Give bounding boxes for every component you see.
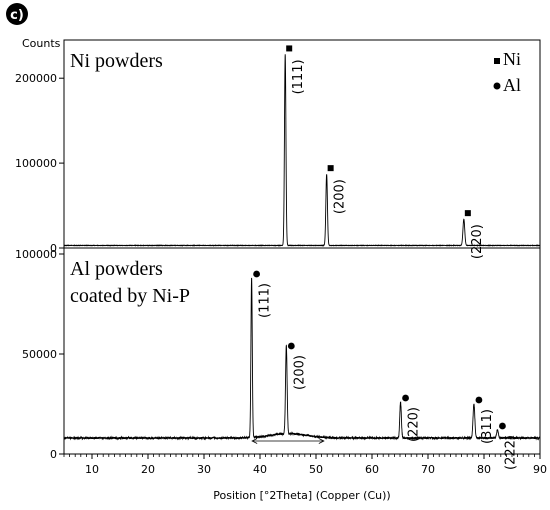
amorphous-hump-arrow [251,438,325,444]
panel-label-text: c) [10,8,24,23]
ni-peak-marker [327,165,334,172]
al-peak-marker [287,342,295,350]
ni-peak-marker [286,45,293,52]
y-tick-label: 0 [50,242,57,255]
panel-label: c) [6,3,28,25]
ni-powders-peak-annotations: (111) (200) (220) [286,45,485,259]
ni-powders-title: Ni powders [70,50,163,72]
x-tick-label: 80 [477,463,491,476]
x-tick-label: 50 [309,463,323,476]
al-peak-marker [475,396,483,404]
peak-hkl-label: (220) [407,407,422,442]
legend: Ni Al [493,49,521,95]
y-axis-title: Counts [22,37,61,50]
x-tick-label: 30 [197,463,211,476]
al-powders-title-line-1: Al powders [70,258,163,280]
y-tick-label: 0 [50,448,57,461]
peak-hkl-label: (111) [291,59,306,94]
al-powders-pattern-line [63,277,541,441]
x-tick-label: 90 [533,463,547,476]
y-tick-label: 100000 [15,157,57,170]
ni-powders-pattern-line [63,54,541,247]
x-axis-ticks: 10 20 30 40 50 60 70 80 90 [63,454,547,476]
peak-hkl-label: (200) [333,179,348,214]
peak-hkl-label: (200) [292,355,307,390]
x-tick-label: 70 [421,463,435,476]
legend-ni-label: Ni [503,49,521,69]
legend-al-label: Al [503,75,521,95]
al-powders-plot-frame [63,247,541,455]
al-powders-panel: 0 50000 100000 10 20 30 40 50 60 70 80 90 (111) (20… [15,247,547,476]
hump-arrow-right-head [318,438,325,444]
legend-ni-square-marker [494,58,500,64]
peak-hkl-label: (220) [470,224,485,259]
al-peak-marker [253,270,260,278]
x-tick-label: 10 [85,463,99,476]
hump-arrow-left-head [251,438,258,444]
peak-hkl-label: (311) [480,409,495,444]
peak-hkl-label: (222) [503,435,518,470]
ni-peak-marker [464,210,471,217]
ni-powders-y-ticks: 0 100000 200000 [15,72,64,255]
al-powders-y-ticks: 0 50000 100000 [15,248,64,461]
al-peak-marker [499,422,506,430]
y-tick-label: 50000 [22,348,57,361]
x-axis-title: Position [°2Theta] (Copper (Cu)) [213,489,390,502]
y-tick-label: 100000 [15,248,57,261]
peak-hkl-label: (111) [258,283,273,318]
al-powders-peak-annotations: (111) (200) (220) (311) (222) [253,270,518,470]
x-tick-label: 60 [365,463,379,476]
legend-al-circle-marker [493,82,501,90]
x-tick-label: 20 [141,463,155,476]
y-tick-label: 200000 [15,72,57,85]
al-powders-title-line-2: coated by Ni-P [70,285,190,307]
x-tick-label: 40 [253,463,267,476]
al-peak-marker [402,394,409,402]
